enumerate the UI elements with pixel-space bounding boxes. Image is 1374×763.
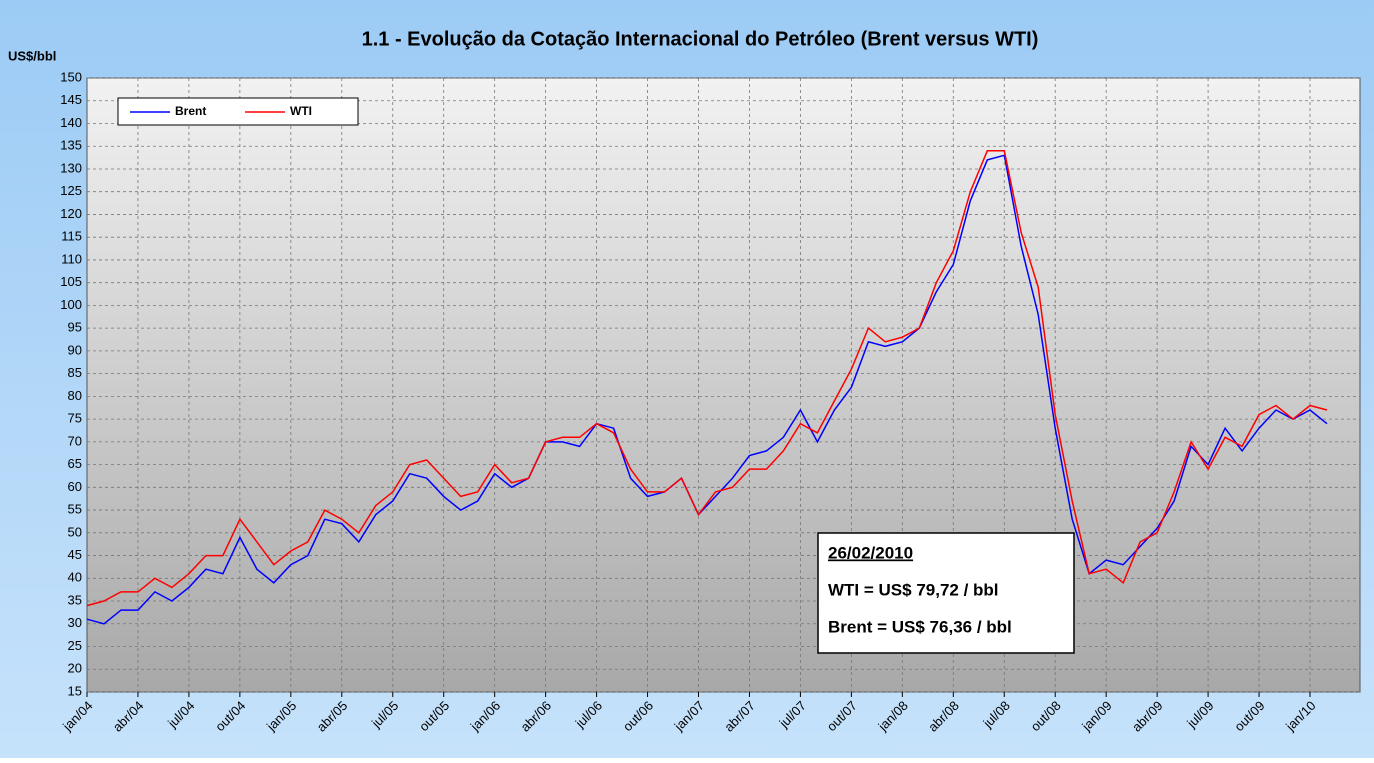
annotation-text: 26/02/2010 bbox=[828, 543, 913, 562]
y-tick-label: 130 bbox=[60, 160, 82, 175]
y-tick-label: 75 bbox=[68, 411, 82, 426]
chart-title: 1.1 - Evolução da Cotação Internacional … bbox=[362, 28, 1039, 50]
y-tick-label: 40 bbox=[68, 570, 82, 585]
y-tick-label: 65 bbox=[68, 456, 82, 471]
line-series bbox=[86, 154, 1328, 625]
y-tick-label: 105 bbox=[60, 274, 82, 289]
y-tick-label: 15 bbox=[68, 683, 82, 698]
y-tick-label: 90 bbox=[68, 342, 82, 357]
y-tick-label: 30 bbox=[68, 615, 82, 630]
annotation-text: WTI = US$ 79,72 / bbl bbox=[828, 580, 999, 599]
y-axis-label: US$/bbl bbox=[8, 48, 56, 63]
legend-label: Brent bbox=[175, 104, 206, 118]
y-tick-label: 20 bbox=[68, 661, 82, 676]
y-tick-label: 45 bbox=[68, 547, 82, 562]
y-tick-label: 140 bbox=[60, 115, 82, 130]
y-tick-label: 80 bbox=[68, 388, 82, 403]
y-tick-label: 115 bbox=[61, 229, 82, 244]
y-tick-label: 100 bbox=[60, 297, 82, 312]
y-tick-label: 85 bbox=[68, 365, 82, 380]
annotation-text: Brent = US$ 76,36 / bbl bbox=[828, 617, 1012, 636]
y-tick-label: 35 bbox=[68, 592, 82, 607]
y-tick-label: 135 bbox=[60, 138, 82, 153]
y-tick-label: 50 bbox=[68, 524, 82, 539]
y-tick-label: 70 bbox=[68, 433, 82, 448]
y-tick-label: 150 bbox=[60, 69, 82, 84]
line-series bbox=[86, 150, 1328, 607]
y-tick-label: 120 bbox=[60, 206, 82, 221]
annotation-box bbox=[817, 532, 1075, 654]
legend-label: WTI bbox=[290, 104, 312, 118]
y-tick-label: 125 bbox=[60, 183, 82, 198]
y-tick-label: 110 bbox=[61, 251, 82, 266]
y-tick-label: 95 bbox=[68, 320, 82, 335]
y-tick-label: 55 bbox=[68, 502, 82, 517]
plot-area bbox=[86, 77, 1361, 693]
y-tick-label: 25 bbox=[68, 638, 82, 653]
y-tick-label: 60 bbox=[68, 479, 82, 494]
y-tick-label: 145 bbox=[60, 92, 82, 107]
